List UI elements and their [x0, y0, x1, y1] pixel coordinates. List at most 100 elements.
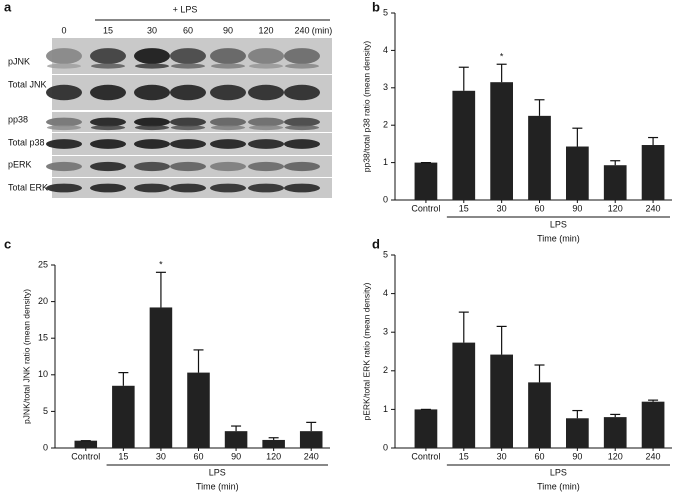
bar	[224, 431, 248, 448]
significance-mark: *	[500, 52, 504, 62]
lane-label: 240	[294, 25, 309, 35]
blot-band	[90, 183, 126, 193]
panel-letter: a	[4, 0, 12, 14]
x-tick-label: 30	[497, 203, 507, 213]
blot-band	[285, 125, 319, 131]
y-tick-label: 1	[383, 404, 388, 414]
x-tick-label: 240	[304, 451, 319, 461]
error-bar	[231, 425, 242, 432]
y-tick-label: 0	[43, 442, 48, 452]
blot-band	[91, 63, 125, 69]
bar	[414, 162, 438, 200]
panel-letter: b	[372, 0, 380, 14]
bar	[603, 165, 627, 200]
error-bar	[496, 325, 507, 355]
y-tick-label: 1	[383, 157, 388, 167]
error-bar	[268, 437, 279, 440]
y-tick-label: 4	[383, 288, 388, 298]
blot-band	[134, 84, 170, 101]
error-bar	[118, 372, 129, 386]
x-tick-label: 240	[646, 203, 661, 213]
y-tick-label: 20	[38, 296, 48, 306]
bar	[262, 439, 285, 448]
error-bar	[534, 99, 545, 116]
bar	[452, 90, 476, 200]
blot-band	[46, 139, 82, 149]
x-tick-label: Control	[71, 451, 100, 461]
blot-band	[210, 183, 246, 193]
bar	[414, 409, 438, 448]
blot-band	[210, 84, 246, 101]
blot-band	[248, 48, 284, 64]
x-tick-label: 30	[156, 451, 166, 461]
blot-band	[90, 117, 126, 127]
bar	[490, 354, 513, 448]
blot-row-label: Total ERK	[8, 182, 48, 192]
blot-row-label: pJNK	[8, 56, 30, 66]
blot-band	[284, 117, 320, 127]
error-bar	[610, 160, 621, 166]
y-tick-label: 5	[383, 7, 388, 17]
error-bar	[306, 421, 317, 432]
bar	[566, 418, 589, 448]
blot-band	[248, 139, 284, 149]
blot-band	[170, 161, 206, 172]
blot-band	[210, 48, 246, 64]
lane-label: 0	[61, 25, 66, 35]
blot-band	[284, 183, 320, 193]
blot-band	[170, 183, 206, 193]
y-tick-label: 0	[383, 442, 388, 452]
bar	[641, 145, 665, 200]
blot-band	[248, 161, 284, 172]
blot-band	[248, 183, 284, 193]
bar	[528, 382, 551, 448]
blot-band	[90, 84, 126, 101]
x-tick-label: 60	[193, 451, 203, 461]
blot-row-label: Total p38	[8, 137, 45, 147]
x-tick-label: Control	[411, 451, 440, 461]
x-axis-label: Time (min)	[537, 233, 580, 243]
lane-unit: (min)	[312, 25, 333, 35]
blot-band	[248, 84, 284, 101]
bar	[187, 372, 210, 448]
error-bar	[193, 349, 204, 373]
blot-band	[90, 139, 126, 149]
blot-band	[210, 139, 246, 149]
x-tick-label: 60	[534, 203, 544, 213]
blot-row-label: pp38	[8, 114, 28, 124]
error-bar	[572, 409, 583, 419]
error-bar	[648, 136, 659, 146]
blot-band	[134, 48, 170, 64]
blot-row-label: pERK	[8, 159, 32, 169]
lane-label: 90	[223, 25, 233, 35]
group-label: LPS	[550, 219, 567, 229]
blot-band	[90, 48, 126, 64]
blot-band	[46, 183, 82, 193]
x-tick-label: 15	[459, 451, 469, 461]
error-bar	[155, 271, 166, 308]
lane-label: 30	[147, 25, 157, 35]
x-tick-label: 30	[497, 451, 507, 461]
lane-label: 15	[103, 25, 113, 35]
lane-label: 120	[258, 25, 273, 35]
x-axis-label: Time (min)	[537, 481, 580, 491]
y-tick-label: 5	[383, 249, 388, 259]
panel-letter: d	[372, 236, 380, 251]
blot-band	[284, 48, 320, 64]
y-tick-label: 3	[383, 82, 388, 92]
blot-row-label: Total JNK	[8, 79, 47, 89]
blot-band	[46, 48, 82, 64]
bar	[528, 115, 551, 200]
blot-band	[284, 161, 320, 172]
y-tick-label: 4	[383, 45, 388, 55]
y-axis-label: pERK/total ERK ratio (mean density)	[361, 282, 371, 420]
x-tick-label: Control	[411, 203, 440, 213]
blot-band	[211, 63, 245, 69]
blot-band	[134, 139, 170, 149]
group-label: LPS	[550, 467, 567, 477]
blot-band	[47, 63, 81, 69]
bar	[566, 146, 589, 200]
group-label: LPS	[209, 467, 226, 477]
x-tick-label: 120	[608, 203, 623, 213]
blot-band	[170, 84, 206, 101]
